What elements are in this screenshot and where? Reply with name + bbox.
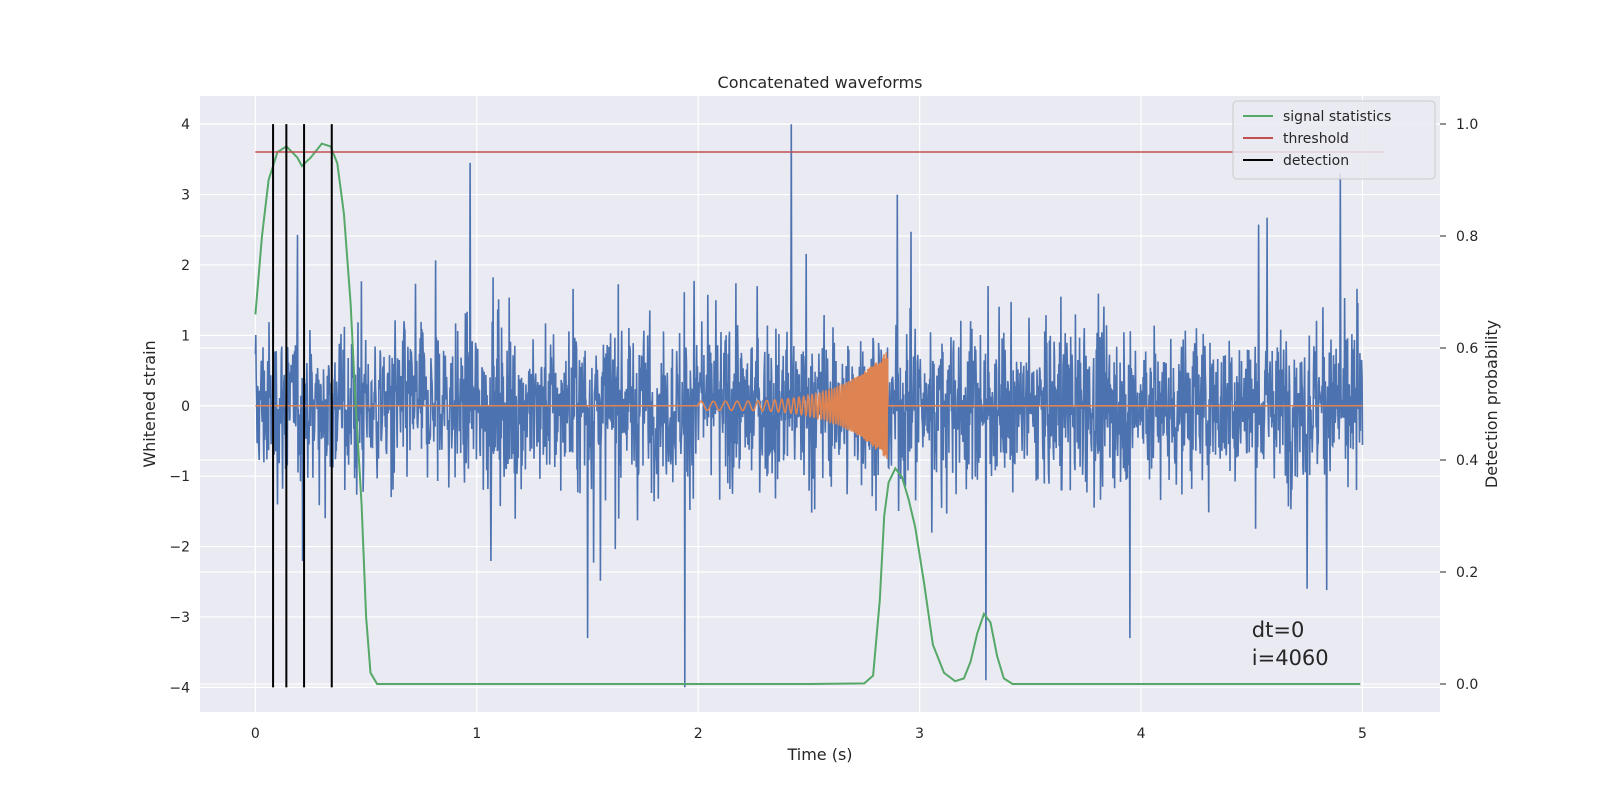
y2-axis-label: Detection probability <box>1482 320 1501 488</box>
x-tick-label: 3 <box>915 726 924 742</box>
x-tick-label: 1 <box>472 726 481 742</box>
y-tick-label: −1 <box>169 469 190 485</box>
x-tick-label: 2 <box>694 726 703 742</box>
annotation-text: dt=0 <box>1252 618 1305 642</box>
legend-label: threshold <box>1283 131 1349 147</box>
y-tick-label: 3 <box>181 188 190 204</box>
legend: signal statistics threshold detection <box>1232 100 1436 180</box>
series-layer <box>254 124 1385 688</box>
y-tick-label: −4 <box>169 680 190 696</box>
chart-title: Concatenated waveforms <box>718 73 923 92</box>
x-axis-label: Time (s) <box>786 745 852 764</box>
legend-label: detection <box>1283 153 1349 169</box>
y2-tick-label: 0.6 <box>1456 341 1478 357</box>
x-tick-label: 0 <box>251 726 260 742</box>
y-tick-label: 1 <box>181 328 190 344</box>
y-tick-label: 4 <box>181 117 190 133</box>
signal-statistics-line <box>254 142 1361 685</box>
y2-tick-label: 0.8 <box>1456 229 1478 245</box>
noise-series-line <box>254 124 1364 688</box>
y-tick-label: 2 <box>181 258 190 274</box>
y2-tick-label: 0.4 <box>1456 453 1478 469</box>
legend-box <box>1232 100 1436 180</box>
legend-label: signal statistics <box>1283 109 1391 125</box>
tick-labels: 0 1 2 3 4 5 −4 −3 −2 −1 0 1 2 3 4 0.0 0.2 0.4 0.6 0.8 1.0 <box>169 117 1478 742</box>
x-tick-label: 4 <box>1137 726 1146 742</box>
y-axis-label: Whitened strain <box>140 340 159 467</box>
y2-tick-label: 0.2 <box>1456 565 1478 581</box>
y-tick-label: −3 <box>169 610 190 626</box>
annotation-text: i=4060 <box>1252 646 1329 670</box>
y2-tick-label: 1.0 <box>1456 117 1478 133</box>
annotation: dt=0 i=4060 <box>1252 618 1329 670</box>
y-tick-label: 0 <box>181 399 190 415</box>
chirp-series-line <box>255 352 1363 459</box>
x-tick-label: 5 <box>1358 726 1367 742</box>
y-tick-label: −2 <box>169 540 190 556</box>
y2-tick-label: 0.0 <box>1456 677 1478 693</box>
